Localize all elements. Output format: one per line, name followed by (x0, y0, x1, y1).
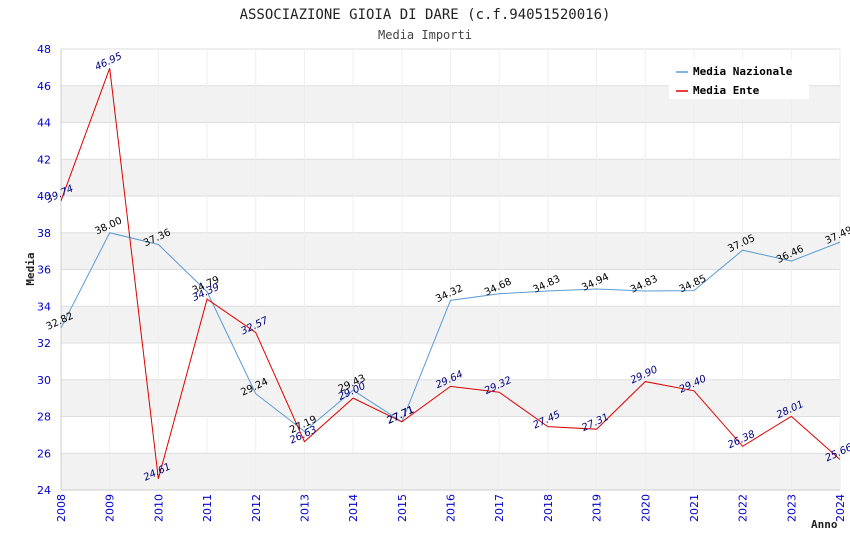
x-tick-label: 2010 (152, 494, 165, 522)
series-lines (60, 68, 841, 479)
y-tick-label: 48 (37, 43, 51, 56)
x-tick-label: 2015 (396, 494, 409, 522)
y-axis-ticks: 24 26 28 30 32 34 36 38 40 42 44 46 48 (37, 43, 51, 497)
chart-subtitle: Media Importi (378, 28, 472, 42)
y-tick-label: 40 (37, 190, 51, 203)
x-tick-label: 2022 (737, 494, 750, 522)
series-line-nazionale (60, 232, 841, 433)
x-tick-label: 2012 (250, 494, 263, 522)
x-axis-label: Anno (811, 518, 838, 531)
y-tick-label: 32 (37, 337, 51, 350)
x-tick-label: 2020 (639, 494, 652, 522)
x-tick-label: 2023 (785, 494, 798, 522)
x-tick-label: 2008 (55, 494, 68, 522)
x-tick-label: 2021 (688, 494, 701, 522)
y-axis-label: Media (24, 252, 37, 285)
chart-title: ASSOCIAZIONE GIOIA DI DARE (c.f.94051520… (240, 7, 611, 23)
x-tick-label: 2011 (201, 494, 214, 522)
x-tick-label: 2013 (298, 494, 311, 522)
y-tick-label: 44 (37, 117, 51, 130)
legend: Media Nazionale Media Ente (669, 59, 809, 99)
x-axis-ticks: 2008 2009 2010 2011 2012 2013 2014 2015 2016 2017… (55, 494, 847, 522)
x-tick-label: 2019 (591, 494, 604, 522)
x-tick-label: 2018 (542, 494, 555, 522)
x-tick-label: 2017 (493, 494, 506, 522)
legend-label-nazionale: Media Nazionale (693, 65, 793, 78)
x-tick-label: 2014 (347, 494, 360, 522)
legend-box (669, 59, 809, 99)
x-tick-label: 2009 (104, 494, 117, 522)
x-tick-label: 2016 (445, 494, 458, 522)
y-tick-label: 46 (37, 80, 51, 93)
series-line-ente (60, 68, 841, 479)
y-tick-label: 34 (37, 300, 51, 313)
grid-lines (60, 48, 841, 491)
y-tick-label: 38 (37, 227, 51, 240)
y-tick-label: 24 (37, 484, 51, 497)
x-tick-label: 2024 (834, 494, 847, 522)
y-tick-label: 26 (37, 447, 51, 460)
y-tick-label: 28 (37, 411, 51, 424)
y-tick-label: 36 (37, 264, 51, 277)
y-tick-label: 30 (37, 374, 51, 387)
y-tick-label: 42 (37, 153, 51, 166)
legend-label-ente: Media Ente (693, 84, 760, 97)
